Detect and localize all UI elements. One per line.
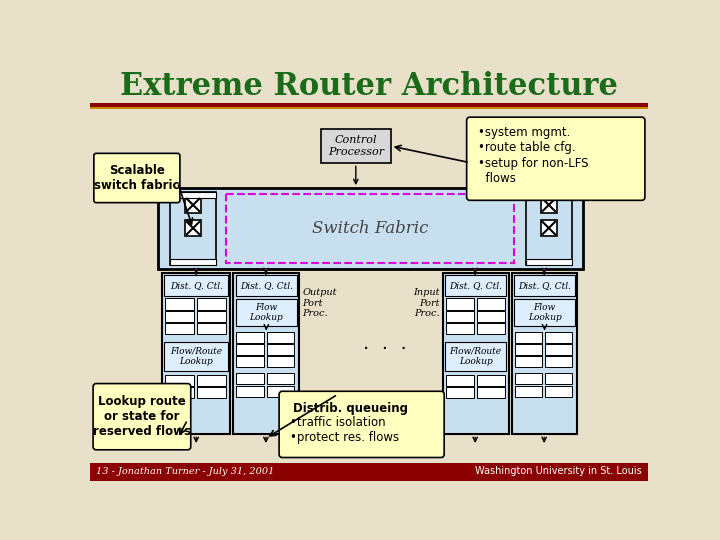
Text: Dist. Q. Ctl.: Dist. Q. Ctl. xyxy=(240,281,293,290)
Text: Dist. Q. Ctl.: Dist. Q. Ctl. xyxy=(170,281,222,290)
FancyBboxPatch shape xyxy=(93,383,191,450)
Bar xyxy=(158,188,583,269)
Text: •setup for non-LFS: •setup for non-LFS xyxy=(477,157,588,170)
Bar xyxy=(165,311,194,322)
Text: Control
Processor: Control Processor xyxy=(328,135,384,157)
Bar xyxy=(170,259,216,265)
Bar xyxy=(165,323,194,334)
Bar xyxy=(90,103,648,107)
Bar xyxy=(443,273,508,434)
Bar xyxy=(170,192,216,198)
Bar xyxy=(266,344,294,355)
Bar xyxy=(515,386,542,397)
Text: 13 - Jonathan Turner - July 31, 2001: 13 - Jonathan Turner - July 31, 2001 xyxy=(96,467,274,476)
Bar xyxy=(197,375,225,386)
Bar xyxy=(266,332,294,343)
Bar xyxy=(445,342,506,372)
Bar xyxy=(164,275,228,296)
Bar xyxy=(170,192,216,265)
Bar xyxy=(236,332,264,343)
Bar xyxy=(164,342,228,372)
Bar xyxy=(515,373,542,384)
Bar xyxy=(90,107,648,110)
Bar xyxy=(236,373,264,384)
Bar xyxy=(545,386,572,397)
Text: Dist. Q. Ctl.: Dist. Q. Ctl. xyxy=(449,281,502,290)
FancyBboxPatch shape xyxy=(467,117,645,200)
Text: •route table cfg.: •route table cfg. xyxy=(477,141,575,154)
Bar xyxy=(266,373,294,384)
Text: flows: flows xyxy=(477,172,516,185)
Bar xyxy=(197,387,225,398)
Text: Extreme Router Architecture: Extreme Router Architecture xyxy=(120,71,618,102)
Bar xyxy=(545,356,572,367)
Text: Dist. Q. Ctl.: Dist. Q. Ctl. xyxy=(518,281,571,290)
Bar xyxy=(477,299,505,309)
Bar xyxy=(197,299,225,309)
Text: Washington University in St. Louis: Washington University in St. Louis xyxy=(475,467,642,476)
Bar xyxy=(165,387,194,398)
Bar xyxy=(477,311,505,322)
FancyBboxPatch shape xyxy=(94,153,180,202)
Text: •protect res. flows: •protect res. flows xyxy=(290,431,399,444)
Text: Input
Port
Proc.: Input Port Proc. xyxy=(413,288,439,318)
FancyBboxPatch shape xyxy=(279,392,444,457)
Bar xyxy=(446,387,474,398)
Text: Flow/Route
Lookup: Flow/Route Lookup xyxy=(449,347,502,366)
Bar xyxy=(445,275,506,296)
Bar xyxy=(545,373,572,384)
Text: Lookup route
or state for
reserved flows: Lookup route or state for reserved flows xyxy=(93,395,191,438)
Bar xyxy=(236,386,264,397)
Bar xyxy=(236,356,264,367)
Bar xyxy=(515,356,542,367)
Bar xyxy=(96,156,178,200)
Bar xyxy=(514,299,575,326)
Bar xyxy=(165,299,194,309)
Text: Flow/Route
Lookup: Flow/Route Lookup xyxy=(170,347,222,366)
Bar xyxy=(446,299,474,309)
Bar xyxy=(477,387,505,398)
Bar xyxy=(446,375,474,386)
Bar xyxy=(225,194,514,264)
Bar xyxy=(541,197,557,213)
Text: ·  ·  ·: · · · xyxy=(363,340,406,359)
Text: Flow
Lookup: Flow Lookup xyxy=(249,302,283,322)
Bar xyxy=(197,323,225,334)
Bar xyxy=(526,192,572,265)
Bar xyxy=(477,375,505,386)
Bar xyxy=(90,463,648,481)
Text: Scalable
switch fabric: Scalable switch fabric xyxy=(94,164,179,192)
Bar xyxy=(266,386,294,397)
Bar xyxy=(185,220,201,236)
Bar xyxy=(515,344,542,355)
Bar xyxy=(545,344,572,355)
Text: •traffic isolation: •traffic isolation xyxy=(290,416,386,429)
Text: •system mgmt.: •system mgmt. xyxy=(477,126,570,139)
Bar xyxy=(233,273,300,434)
Bar xyxy=(526,259,572,265)
Bar xyxy=(541,220,557,236)
Text: Flow
Lookup: Flow Lookup xyxy=(528,302,562,322)
Bar xyxy=(235,275,297,296)
Bar xyxy=(236,344,264,355)
Bar xyxy=(321,129,391,164)
Bar xyxy=(512,273,577,434)
Bar xyxy=(266,356,294,367)
Bar xyxy=(446,323,474,334)
Text: Switch Fabric: Switch Fabric xyxy=(312,220,428,237)
Bar xyxy=(197,311,225,322)
Bar xyxy=(165,375,194,386)
Text: Output
Port
Proc.: Output Port Proc. xyxy=(302,288,337,318)
Bar xyxy=(477,323,505,334)
Bar xyxy=(514,275,575,296)
Bar xyxy=(545,332,572,343)
Bar xyxy=(235,299,297,326)
Bar xyxy=(162,273,230,434)
Bar xyxy=(515,332,542,343)
Bar xyxy=(526,192,572,198)
Bar xyxy=(185,197,201,213)
Bar xyxy=(446,311,474,322)
Text: Distrib. queueing: Distrib. queueing xyxy=(293,402,408,415)
